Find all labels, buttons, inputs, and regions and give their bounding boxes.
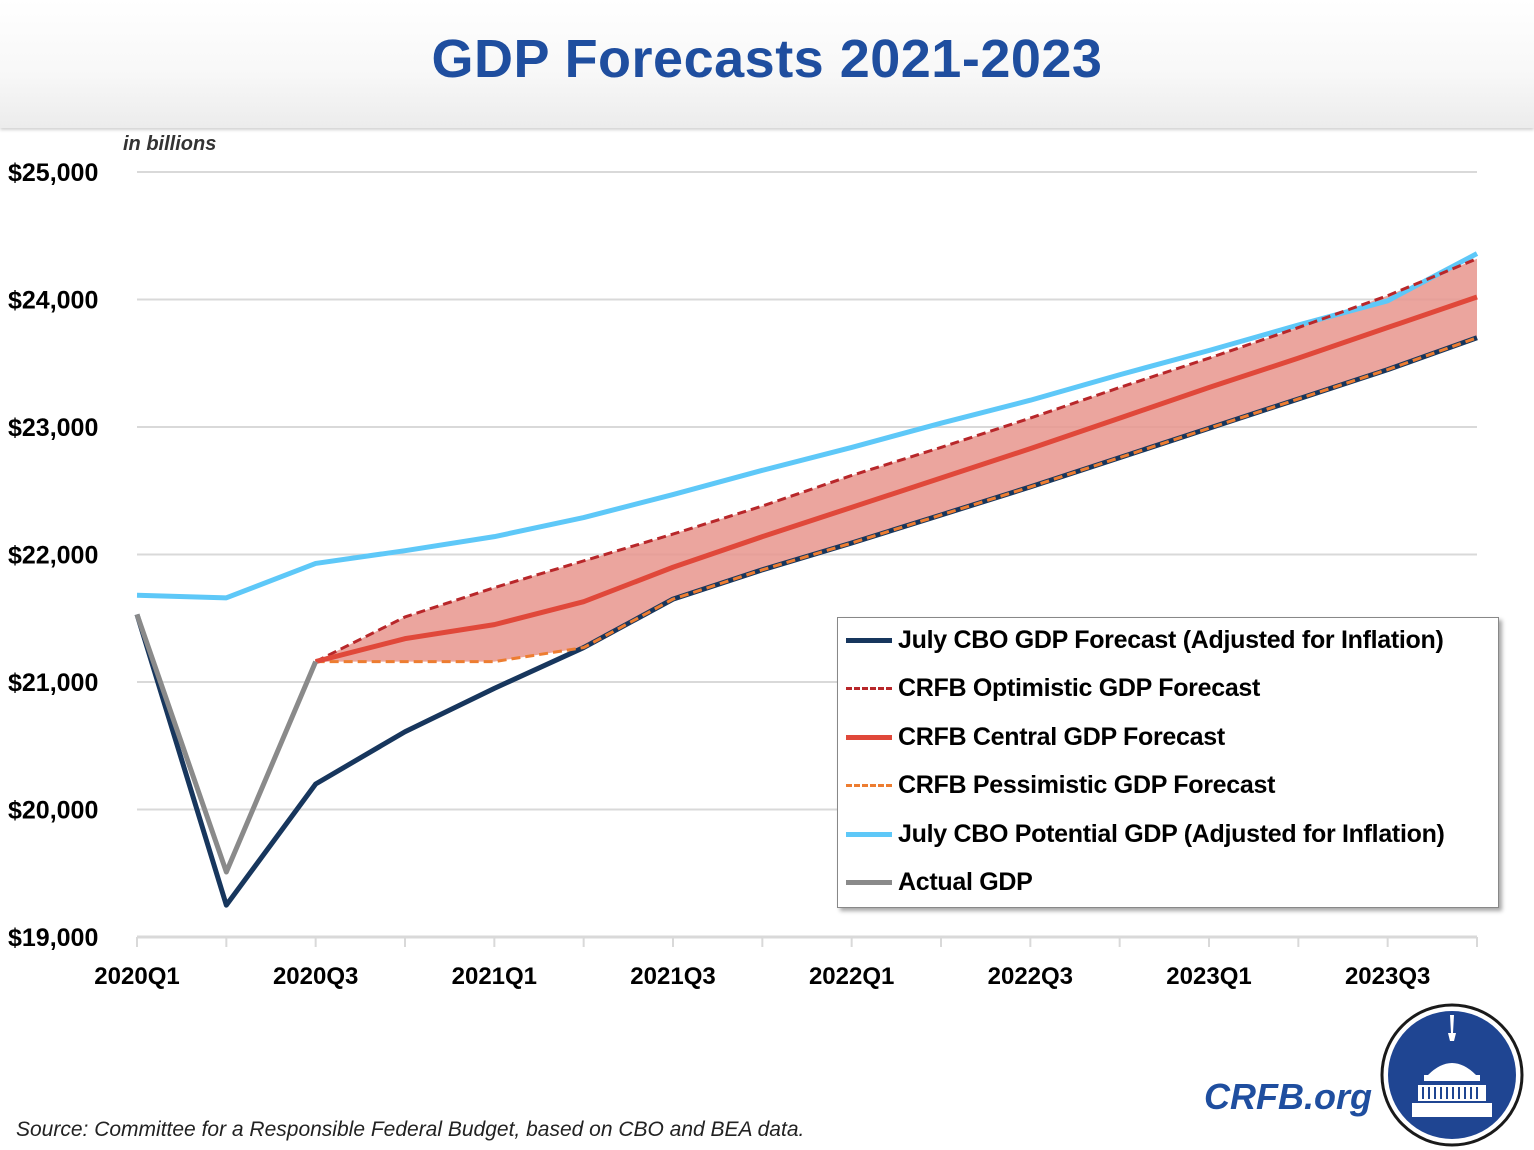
x-tick-label: 2022Q3 xyxy=(988,963,1073,990)
chart-legend: July CBO GDP Forecast (Adjusted for Infl… xyxy=(837,617,1499,908)
y-axis-unit-label: in billions xyxy=(123,133,217,155)
legend-item: CRFB Optimistic GDP Forecast xyxy=(846,669,1260,709)
legend-swatch xyxy=(846,637,892,643)
forecast-range-band xyxy=(315,258,1478,662)
legend-label: CRFB Central GDP Forecast xyxy=(898,722,1225,751)
y-tick-label: $19,000 xyxy=(8,924,98,952)
series-lines xyxy=(134,251,1479,908)
y-axis-ticks: $19,000 $20,000 $21,000 $22,000 $23,000 $24,0… xyxy=(8,159,98,952)
x-tick-label: 2020Q1 xyxy=(94,963,179,990)
legend-swatch xyxy=(846,687,892,690)
y-tick-label: $24,000 xyxy=(8,287,98,315)
legend-item: July CBO Potential GDP (Adjusted for Inf… xyxy=(846,814,1445,854)
x-tick-label: 2020Q3 xyxy=(273,963,358,990)
series-line-crfb-central-gdp-forecast xyxy=(315,294,1478,665)
legend-item: July CBO GDP Forecast (Adjusted for Infl… xyxy=(846,620,1444,660)
series-line-july-cbo-potential-gdp-adjusted-for-inflation xyxy=(136,251,1479,601)
forecast-band xyxy=(315,258,1478,662)
y-tick-label: $25,000 xyxy=(8,159,98,187)
legend-item: Actual GDP xyxy=(846,863,1033,903)
series-line-actual-gdp xyxy=(134,613,318,875)
x-tick-label: 2022Q1 xyxy=(809,963,894,990)
x-tick-label: 2023Q3 xyxy=(1345,963,1430,990)
legend-label: CRFB Optimistic GDP Forecast xyxy=(898,674,1261,702)
capitol-dome-logo-icon xyxy=(1380,1003,1524,1147)
x-tick-label: 2023Q1 xyxy=(1166,963,1251,990)
brand-link[interactable]: CRFB.org xyxy=(1204,1076,1372,1117)
legend-swatch xyxy=(846,880,892,885)
y-tick-label: $21,000 xyxy=(8,669,98,697)
legend-item: CRFB Pessimistic GDP Forecast xyxy=(846,766,1275,806)
x-axis: 2020Q1 2020Q3 2021Q1 2021Q3 2022Q1 2022Q3 2023… xyxy=(94,935,1478,990)
legend-label: CRFB Pessimistic GDP Forecast xyxy=(898,771,1276,799)
y-tick-label: $23,000 xyxy=(8,414,98,442)
legend-swatch xyxy=(846,784,892,787)
legend-swatch xyxy=(846,734,892,740)
legend-label: Actual GDP xyxy=(898,868,1033,896)
chart-title: GDP Forecasts 2021-2023 xyxy=(431,29,1103,89)
y-tick-label: $22,000 xyxy=(8,542,98,570)
x-tick-label: 2021Q1 xyxy=(452,963,537,990)
legend-label: July CBO GDP Forecast (Adjusted for Infl… xyxy=(898,625,1444,654)
legend-swatch xyxy=(846,831,892,837)
title-banner: GDP Forecasts 2021-2023 xyxy=(0,0,1534,128)
y-tick-label: $20,000 xyxy=(8,797,98,825)
series-line-crfb-optimistic-gdp-forecast xyxy=(314,257,1478,663)
legend-item: CRFB Central GDP Forecast xyxy=(846,717,1225,757)
source-note: Source: Committee for a Responsible Fede… xyxy=(16,1118,805,1141)
x-tick-label: 2021Q3 xyxy=(630,963,715,990)
series-line-crfb-pessimistic-gdp-forecast xyxy=(315,336,1478,664)
legend-label: July CBO Potential GDP (Adjusted for Inf… xyxy=(898,819,1445,848)
